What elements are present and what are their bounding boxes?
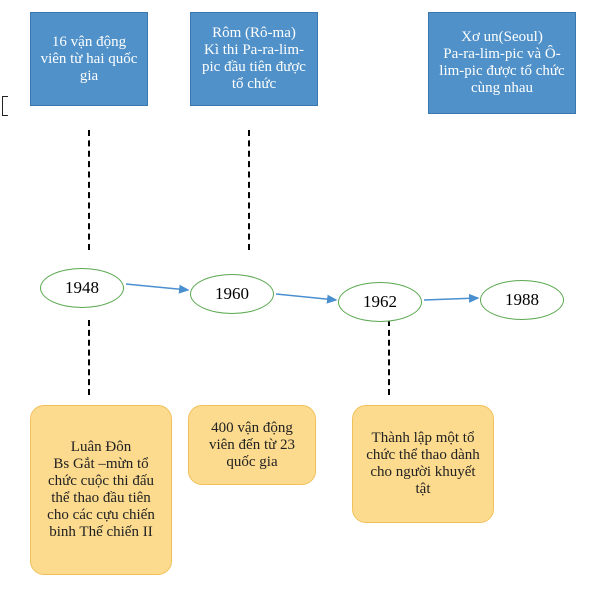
year-ellipse-1988: 1988 [480,280,564,320]
bottom-box-0: Luân Đôn Bs Gắt –mừn tổ chức cuộc thi đấ… [30,405,172,575]
year-ellipse-1948: 1948 [40,268,124,308]
dash-2 [88,320,90,395]
text-cursor-mark [2,96,8,116]
timeline-arrow-1 [276,288,348,311]
top-box-2: Xơ un(Seoul) Pa-ra-lim-pic và Ô-lim-pic … [428,12,576,114]
timeline-arrow-2 [424,292,490,311]
bottom-box-1: 400 vận động viên đến từ 23 quốc gia [188,405,316,485]
dash-0 [88,130,90,250]
timeline-arrow-0 [126,278,200,301]
top-box-1: Rôm (Rô-ma) Kì thi Pa-ra-lim-pic đầu tiê… [190,12,318,106]
dash-3 [388,320,390,395]
year-ellipse-1962: 1962 [338,282,422,322]
top-box-0: 16 vận động viên từ hai quốc gia [30,12,148,106]
year-ellipse-1960: 1960 [190,274,274,314]
bottom-box-2: Thành lập một tổ chức thể thao dành cho … [352,405,494,523]
dash-1 [248,130,250,250]
